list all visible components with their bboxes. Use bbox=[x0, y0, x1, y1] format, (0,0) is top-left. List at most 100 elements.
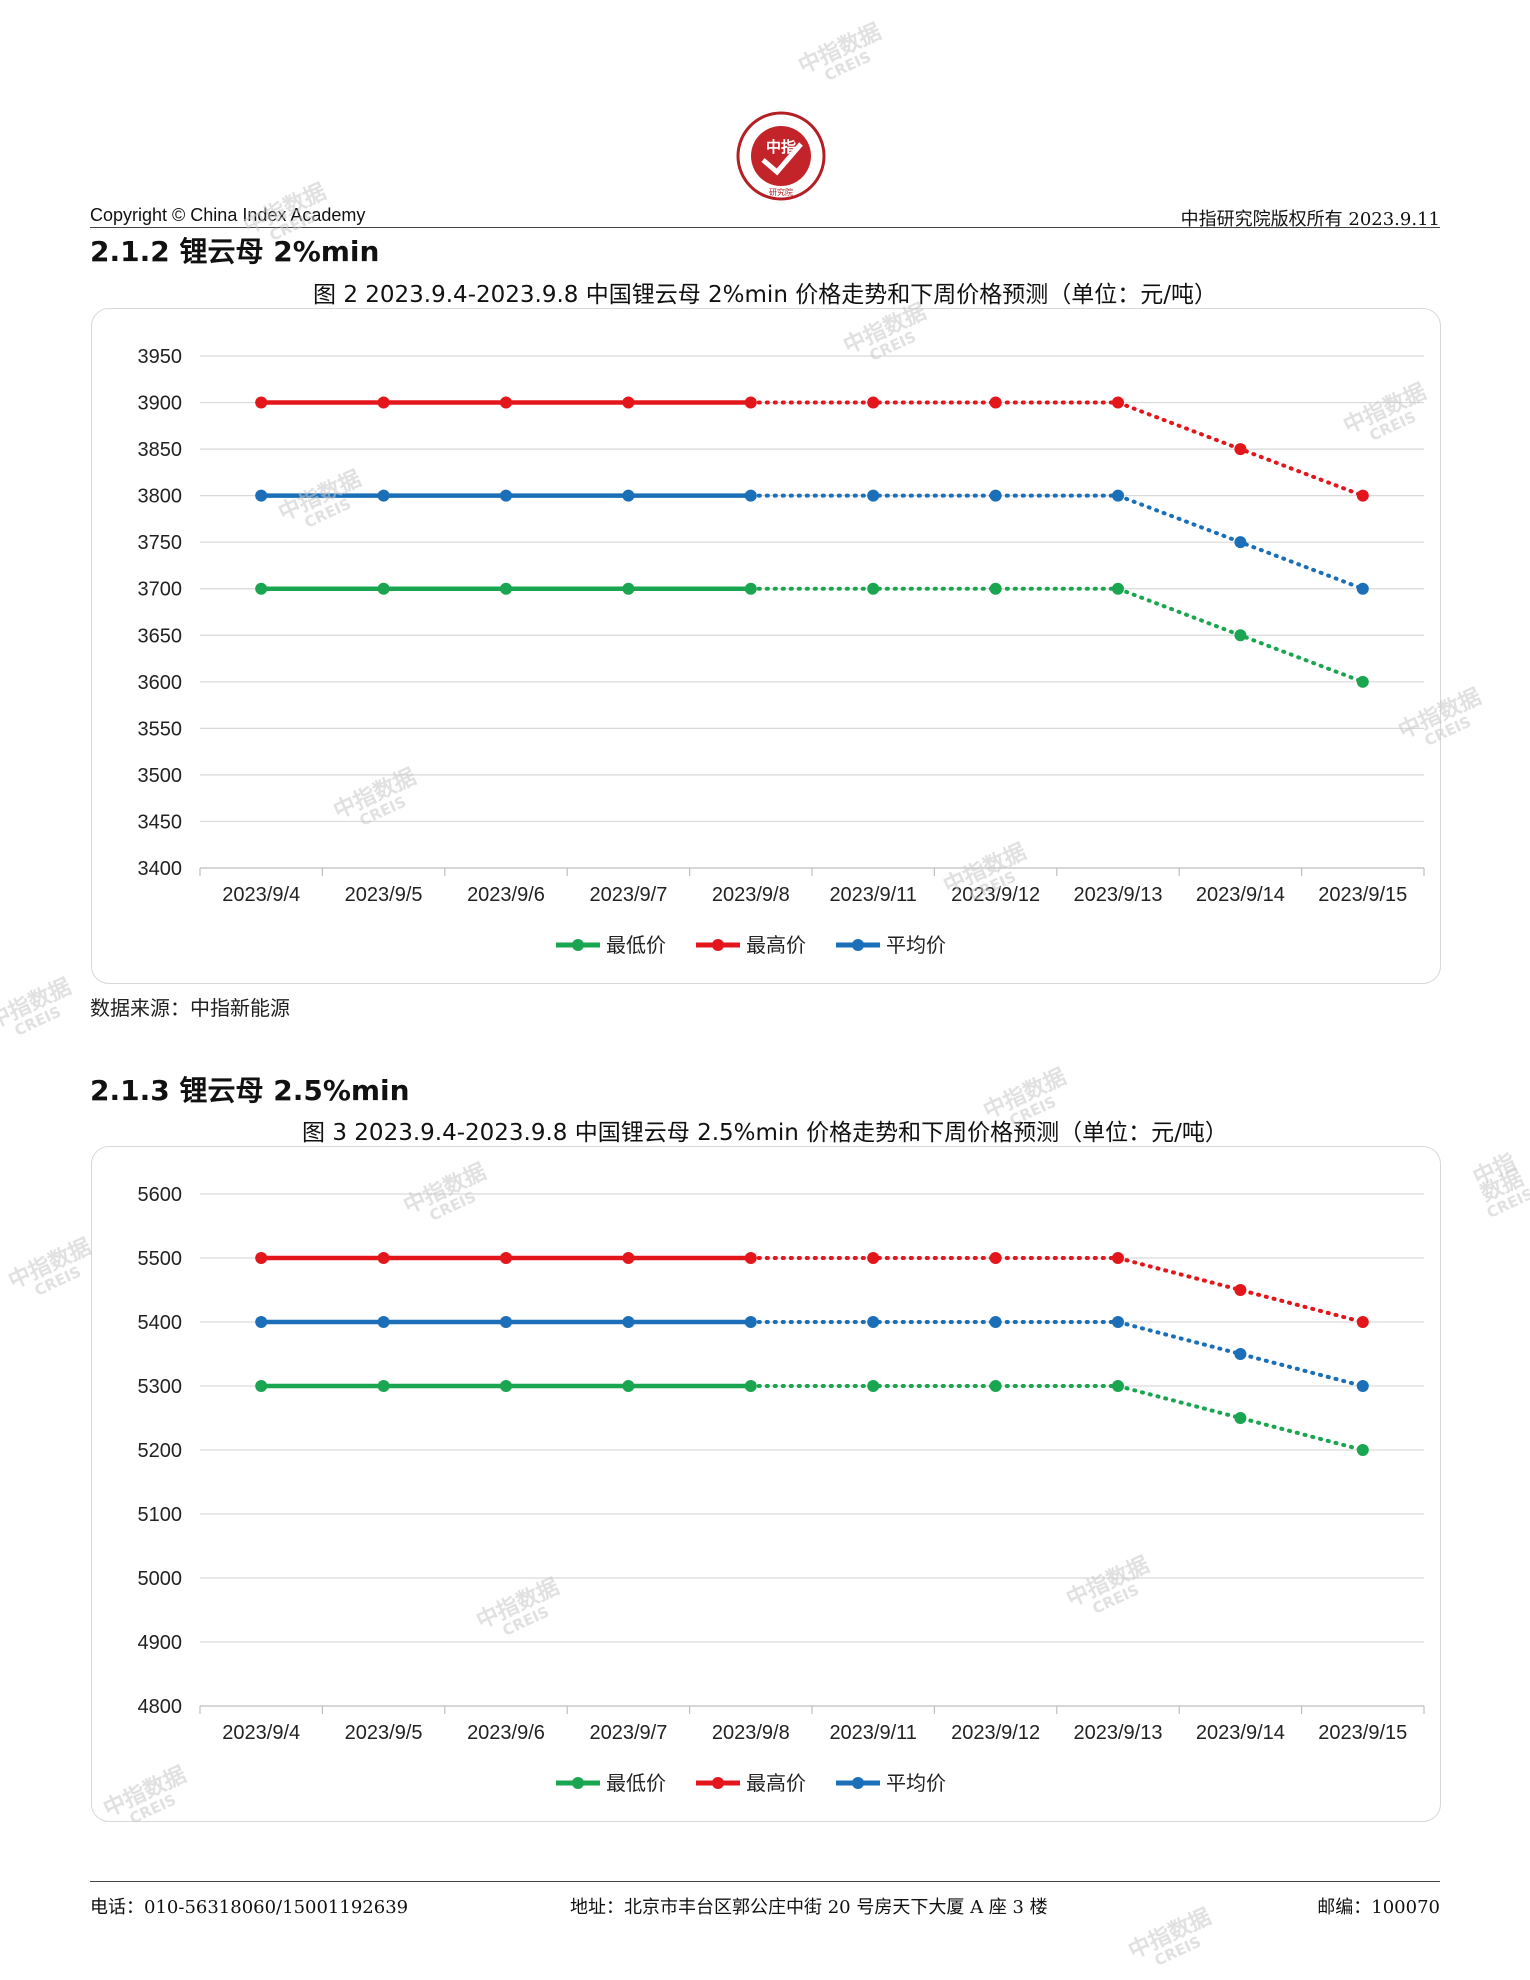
data-point bbox=[622, 489, 635, 502]
data-point bbox=[1234, 1412, 1247, 1424]
figure-2-title: 图 2 2023.9.4-2023.9.8 中国锂云母 2%min 价格走势和下… bbox=[313, 282, 1217, 308]
data-point bbox=[867, 489, 880, 502]
y-tick-label: 3750 bbox=[138, 532, 183, 554]
data-point bbox=[867, 396, 880, 409]
data-point bbox=[989, 582, 1002, 595]
legend-item: 最高价 bbox=[696, 933, 806, 957]
data-point bbox=[377, 489, 390, 502]
data-point bbox=[989, 1380, 1002, 1392]
data-point bbox=[1356, 582, 1369, 595]
x-tick-label: 2023/9/15 bbox=[1318, 884, 1407, 906]
x-tick-label: 2023/9/14 bbox=[1196, 884, 1285, 906]
series-line-forecast bbox=[748, 493, 1365, 591]
data-point bbox=[500, 396, 512, 409]
y-tick-label: 3450 bbox=[138, 811, 183, 833]
data-point bbox=[1356, 1316, 1369, 1328]
x-tick-label: 2023/9/7 bbox=[589, 1722, 667, 1744]
chart-figure-3: 4800 4900 5000 5100 5200 5300 5400 5500 5600 2023… bbox=[91, 1146, 1441, 1822]
data-point bbox=[1112, 582, 1124, 595]
data-point bbox=[744, 1380, 757, 1392]
y-tick-label: 3400 bbox=[138, 858, 183, 880]
data-point bbox=[377, 1316, 390, 1328]
data-point bbox=[500, 489, 512, 502]
legend-label: 平均价 bbox=[886, 933, 946, 957]
y-tick-label: 5500 bbox=[138, 1248, 183, 1270]
data-point bbox=[744, 1252, 757, 1264]
y-tick-label: 5600 bbox=[138, 1184, 183, 1206]
legend-label: 最高价 bbox=[746, 933, 806, 957]
data-source-text: 数据来源：中指新能源 bbox=[90, 996, 290, 1020]
data-point bbox=[255, 1380, 268, 1392]
data-point bbox=[622, 1252, 635, 1264]
data-point bbox=[1356, 489, 1369, 502]
data-point bbox=[1234, 536, 1247, 549]
data-point bbox=[989, 1316, 1002, 1328]
legend-label: 平均价 bbox=[886, 1771, 946, 1795]
x-tick-label: 2023/9/8 bbox=[712, 884, 790, 906]
footer-divider bbox=[90, 1881, 1440, 1882]
y-tick-label: 3650 bbox=[138, 625, 183, 647]
legend-item: 最高价 bbox=[696, 1771, 806, 1795]
data-point bbox=[255, 396, 268, 409]
data-point bbox=[1112, 1252, 1124, 1264]
x-tick-label: 2023/9/14 bbox=[1196, 1722, 1285, 1744]
data-point bbox=[1234, 1284, 1247, 1296]
series-line-forecast bbox=[748, 586, 1365, 684]
data-point bbox=[500, 1252, 512, 1264]
watermark: 中指数据 CREIS bbox=[794, 19, 886, 85]
data-point bbox=[377, 582, 390, 595]
logo-text: 中指 bbox=[766, 138, 796, 156]
series-line-forecast bbox=[748, 1256, 1365, 1324]
data-point bbox=[622, 1316, 635, 1328]
y-tick-label: 3550 bbox=[138, 718, 183, 740]
data-point bbox=[255, 1316, 268, 1328]
data-point bbox=[1356, 675, 1369, 688]
data-point bbox=[1112, 1316, 1124, 1328]
figure-3-title: 图 3 2023.9.4-2023.9.8 中国锂云母 2.5%min 价格走势… bbox=[302, 1120, 1228, 1146]
watermark: 中指数据 CREIS bbox=[1124, 1904, 1216, 1970]
x-tick-label: 2023/9/13 bbox=[1074, 884, 1163, 906]
x-tick-label: 2023/9/4 bbox=[222, 884, 300, 906]
chart-3-svg: 4800 4900 5000 5100 5200 5300 5400 5500 5600 2023… bbox=[138, 1184, 1425, 1795]
data-point bbox=[255, 582, 268, 595]
section-heading-2-1-2: 2.1.2 锂云母 2%min bbox=[90, 235, 380, 268]
header-divider bbox=[90, 227, 1440, 228]
data-point bbox=[500, 582, 512, 595]
y-tick-label: 5300 bbox=[138, 1376, 183, 1398]
x-tick-label: 2023/9/12 bbox=[951, 884, 1040, 906]
y-tick-label: 4900 bbox=[138, 1632, 183, 1654]
data-point bbox=[255, 489, 268, 502]
y-tick-label: 5400 bbox=[138, 1312, 183, 1334]
y-tick-label: 3900 bbox=[138, 393, 183, 415]
y-tick-label: 3950 bbox=[138, 346, 183, 368]
y-tick-label: 5100 bbox=[138, 1504, 183, 1526]
logo-subtext: 研究院 bbox=[769, 187, 793, 197]
data-point bbox=[744, 582, 757, 595]
x-tick-label: 2023/9/13 bbox=[1074, 1722, 1163, 1744]
legend-label: 最低价 bbox=[606, 1771, 666, 1795]
x-tick-label: 2023/9/4 bbox=[222, 1722, 300, 1744]
x-tick-label: 2023/9/6 bbox=[467, 1722, 545, 1744]
y-tick-label: 5000 bbox=[138, 1568, 183, 1590]
data-point bbox=[867, 1316, 880, 1328]
data-point bbox=[744, 489, 757, 502]
data-point bbox=[255, 1252, 268, 1264]
legend-item: 平均价 bbox=[836, 1771, 946, 1795]
data-point bbox=[1234, 443, 1247, 456]
x-tick-label: 2023/9/6 bbox=[467, 884, 545, 906]
data-point bbox=[500, 1380, 512, 1392]
data-point bbox=[744, 396, 757, 409]
series-line-forecast bbox=[748, 1384, 1365, 1452]
data-point bbox=[867, 582, 880, 595]
x-tick-label: 2023/9/15 bbox=[1318, 1722, 1407, 1744]
data-point bbox=[989, 1252, 1002, 1264]
data-point bbox=[1234, 1348, 1247, 1360]
y-tick-label: 3500 bbox=[138, 765, 183, 787]
watermark: 中指数据 CREIS bbox=[4, 1234, 96, 1300]
series-line-forecast bbox=[748, 400, 1365, 498]
x-tick-label: 2023/9/12 bbox=[951, 1722, 1040, 1744]
data-point bbox=[1356, 1380, 1369, 1392]
data-point bbox=[1112, 1380, 1124, 1392]
y-tick-label: 3700 bbox=[138, 579, 183, 601]
data-point bbox=[377, 396, 390, 409]
